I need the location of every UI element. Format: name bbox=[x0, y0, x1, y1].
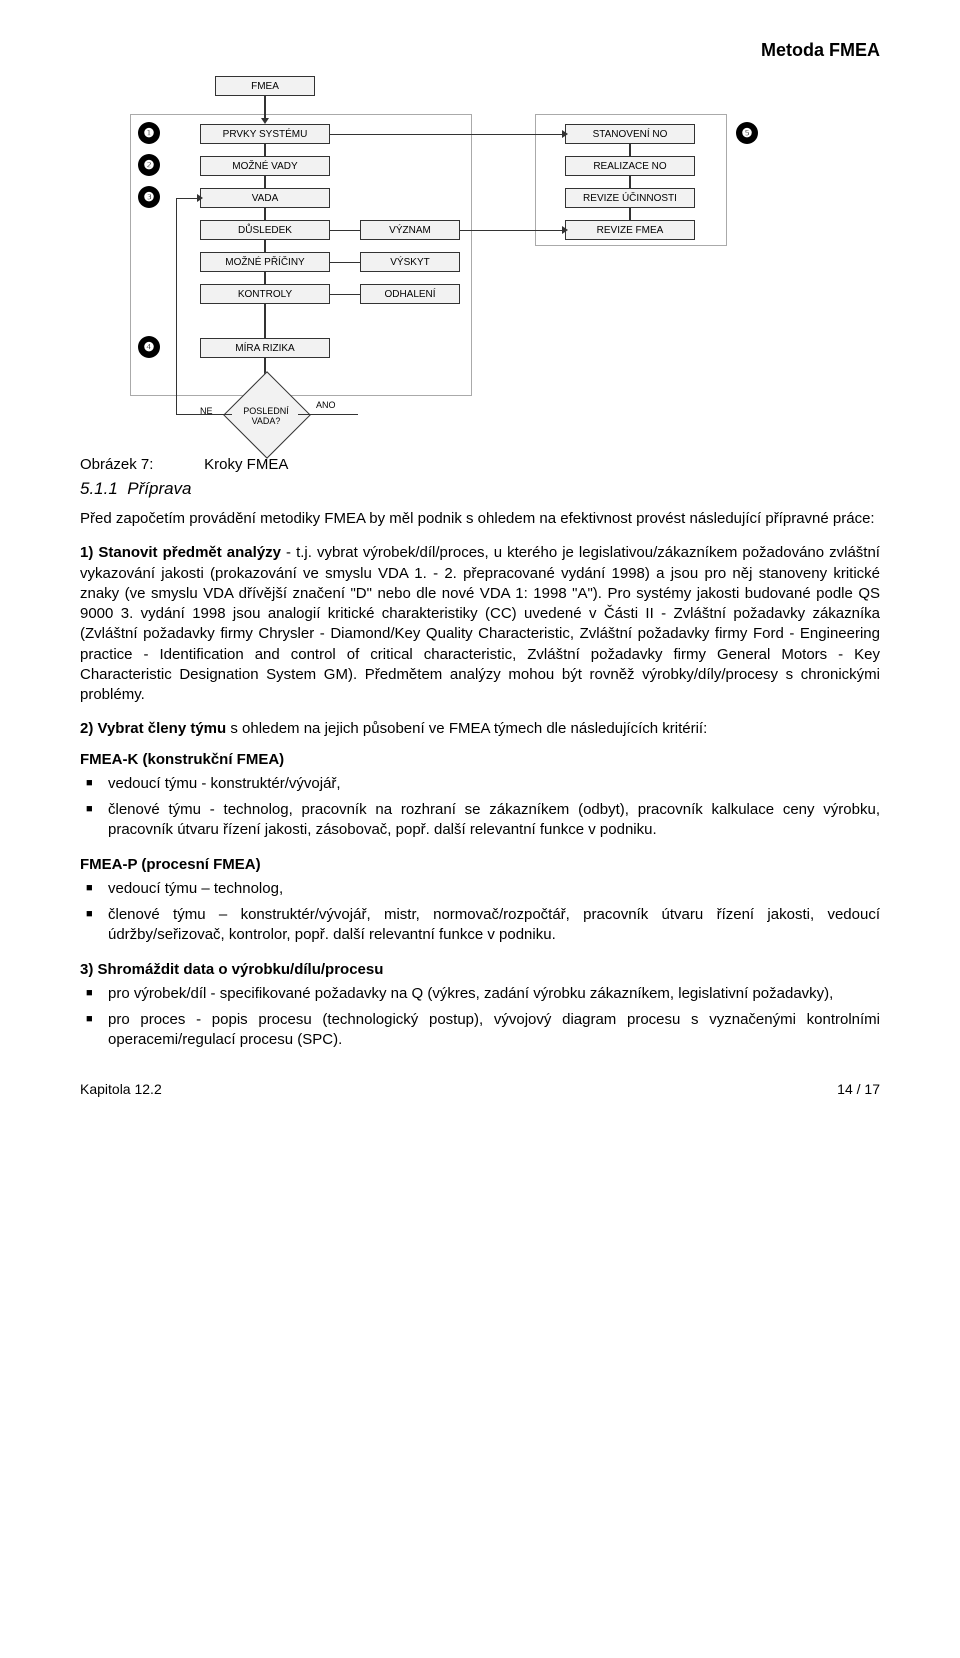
fmea-p-list: vedoucí týmu – technolog, členové týmu –… bbox=[80, 879, 880, 946]
step2-lead: 2) Vybrat členy týmu bbox=[80, 720, 226, 737]
fmea-k-title: FMEA-K (konstrukční FMEA) bbox=[80, 750, 880, 770]
section-number: 5.1.1 bbox=[80, 479, 118, 498]
node-realizace-no: REALIZACE NO bbox=[565, 156, 695, 176]
node-revize-fmea: REVIZE FMEA bbox=[565, 220, 695, 240]
caption-text: Kroky FMEA bbox=[204, 456, 288, 473]
node-odhaleni: ODHALENÍ bbox=[360, 284, 460, 304]
fmea-k-list: vedoucí týmu - konstruktér/vývojář, člen… bbox=[80, 774, 880, 841]
step-2-icon: ❷ bbox=[138, 154, 160, 176]
branch-ano: ANO bbox=[316, 400, 336, 410]
page-header: Metoda FMEA bbox=[80, 40, 880, 61]
caption-label: Obrázek 7: bbox=[80, 456, 200, 473]
list-item: vedoucí týmu – technolog, bbox=[108, 879, 880, 899]
step-1-icon: ❶ bbox=[138, 122, 160, 144]
node-prvky: PRVKY SYSTÉMU bbox=[200, 124, 330, 144]
node-vyznam: VÝZNAM bbox=[360, 220, 460, 240]
node-mira-rizika: MÍRA RIZIKA bbox=[200, 338, 330, 358]
footer-left: Kapitola 12.2 bbox=[80, 1081, 162, 1097]
node-kontroly: KONTROLY bbox=[200, 284, 330, 304]
list-item: pro proces - popis procesu (technologick… bbox=[108, 1010, 880, 1051]
step-3-icon: ❸ bbox=[138, 186, 160, 208]
list-item: členové týmu - technolog, pracovník na r… bbox=[108, 800, 880, 841]
list-item: členové týmu – konstruktér/vývojář, mist… bbox=[108, 905, 880, 946]
step-4-icon: ❹ bbox=[138, 336, 160, 358]
fmea-p-title: FMEA-P (procesní FMEA) bbox=[80, 855, 880, 875]
para-step2: 2) Vybrat členy týmu s ohledem na jejich… bbox=[80, 719, 880, 739]
node-vyskyt: VÝSKYT bbox=[360, 252, 460, 272]
section-heading: 5.1.1 Příprava bbox=[80, 479, 880, 499]
step1-lead: 1) Stanovit předmět analýzy bbox=[80, 544, 281, 561]
step3-title: 3) Shromáždit data o výrobku/dílu/proces… bbox=[80, 960, 880, 980]
data-list: pro výrobek/díl - specifikované požadavk… bbox=[80, 984, 880, 1051]
flowchart: FMEA ❶ ❷ ❸ ❹ ❺ PRVKY SYSTÉMU MOŽNÉ VADY … bbox=[100, 76, 860, 446]
section-title: Příprava bbox=[127, 479, 191, 498]
step1-body: - t.j. vybrat výrobek/díl/proces, u kter… bbox=[80, 544, 880, 703]
node-revize-ucin: REVIZE ÚČINNOSTI bbox=[565, 188, 695, 208]
footer-right: 14 / 17 bbox=[837, 1081, 880, 1097]
para-intro: Před započetím provádění metodiky FMEA b… bbox=[80, 509, 880, 529]
node-stanoveni-no: STANOVENÍ NO bbox=[565, 124, 695, 144]
step2-body: s ohledem na jejich působení ve FMEA tým… bbox=[226, 720, 707, 737]
para-step1: 1) Stanovit předmět analýzy - t.j. vybra… bbox=[80, 543, 880, 705]
node-priciny: MOŽNÉ PŘÍČINY bbox=[200, 252, 330, 272]
page-footer: Kapitola 12.2 14 / 17 bbox=[80, 1081, 880, 1097]
list-item: vedoucí týmu - konstruktér/vývojář, bbox=[108, 774, 880, 794]
node-fmea: FMEA bbox=[215, 76, 315, 96]
step-5-icon: ❺ bbox=[736, 122, 758, 144]
node-mozne-vady: MOŽNÉ VADY bbox=[200, 156, 330, 176]
figure-caption: Obrázek 7: Kroky FMEA bbox=[80, 456, 880, 473]
node-dusledek: DŮSLEDEK bbox=[200, 220, 330, 240]
node-vada: VADA bbox=[200, 188, 330, 208]
list-item: pro výrobek/díl - specifikované požadavk… bbox=[108, 984, 880, 1004]
